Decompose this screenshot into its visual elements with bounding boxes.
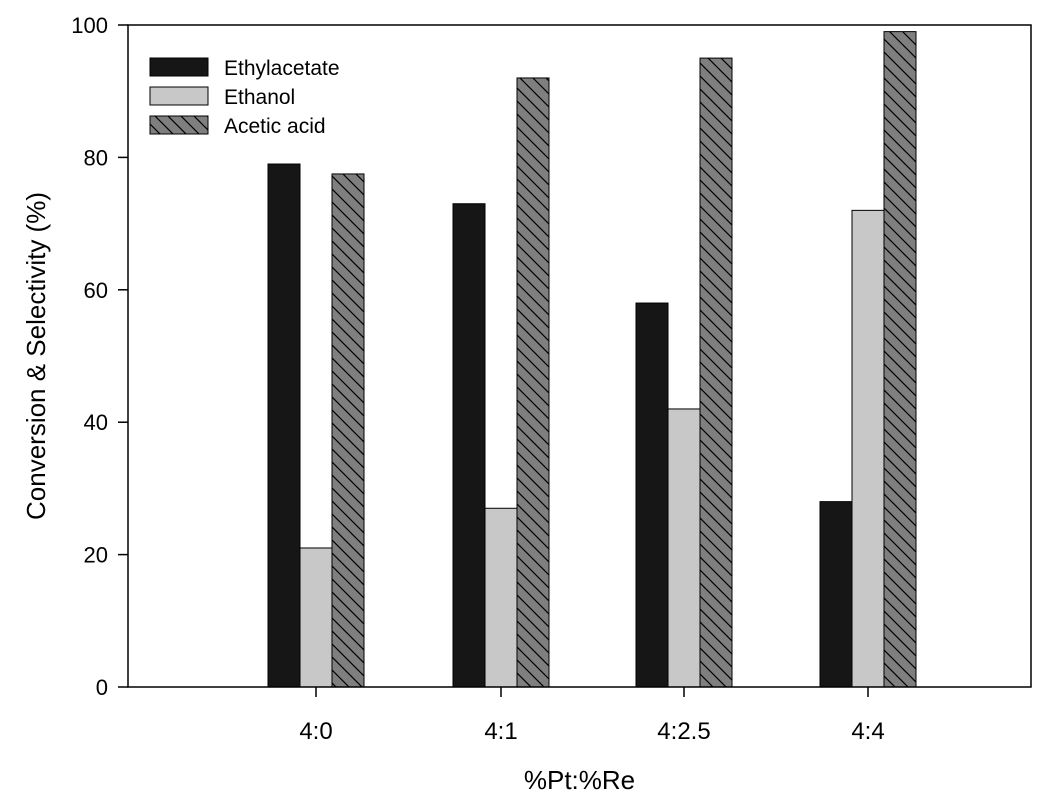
- legend-swatch: [149, 57, 209, 77]
- legend-label: Ethanol: [224, 86, 295, 109]
- bar: [851, 209, 885, 688]
- y-axis-title: Conversion & Selectivity (%): [21, 192, 51, 520]
- x-tick-label: 4:1: [484, 718, 517, 745]
- bars-group: [267, 31, 917, 688]
- bar: [819, 501, 853, 688]
- bar: [331, 173, 365, 688]
- bar: [635, 302, 669, 688]
- bar: [452, 203, 486, 688]
- bar: [299, 547, 333, 688]
- y-tick-label: 100: [71, 13, 108, 38]
- bar: [699, 57, 733, 688]
- bar: [484, 507, 518, 688]
- axes-group: 0 20 40 60 80 100 4:0 4:1 4:2.5 4:4: [71, 13, 1032, 745]
- y-tick-label: 40: [84, 410, 108, 435]
- legend-swatch: [149, 86, 209, 106]
- y-tick-label: 0: [96, 675, 108, 700]
- x-axis-title: %Pt:%Re: [524, 765, 635, 795]
- y-tick-label: 60: [84, 278, 108, 303]
- bar: [883, 31, 917, 688]
- y-tick-label: 80: [84, 145, 108, 170]
- plot-frame: [127, 24, 1032, 688]
- legend-label: Ethylacetate: [224, 57, 340, 80]
- legend-label: Acetic acid: [224, 115, 326, 138]
- x-tick-label: 4:2.5: [657, 718, 710, 745]
- x-tick-label: 4:4: [851, 718, 884, 745]
- bar: [267, 163, 301, 688]
- legend-swatch: [149, 115, 209, 135]
- y-tick-label: 20: [84, 543, 108, 568]
- legend: Ethylacetate Ethanol Acetic acid: [149, 57, 340, 138]
- bar: [667, 408, 701, 688]
- bar: [516, 77, 550, 688]
- x-tick-label: 4:0: [299, 718, 332, 745]
